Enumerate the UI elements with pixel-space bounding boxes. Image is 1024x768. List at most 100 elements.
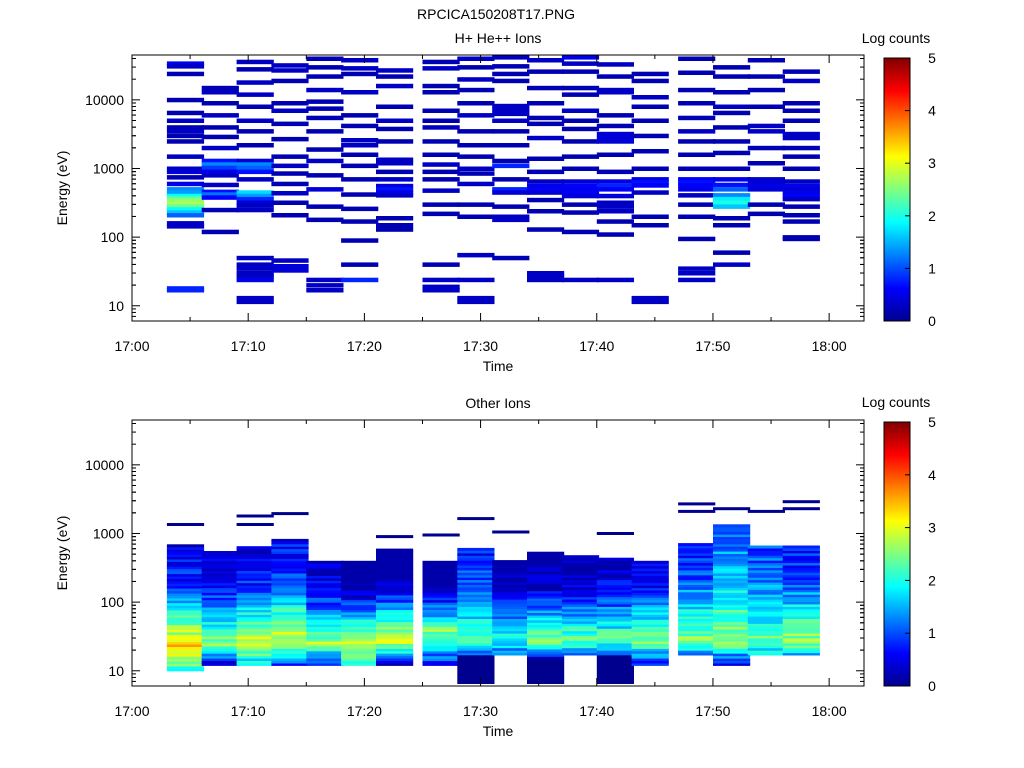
heatmap-cell (678, 628, 716, 632)
heatmap-cell (306, 643, 344, 647)
heatmap-cell (166, 187, 205, 192)
heatmap-cell (236, 274, 274, 279)
heatmap-cell (376, 645, 414, 649)
heatmap-cell (236, 200, 274, 205)
heatmap-cell (376, 650, 414, 654)
heatmap-cell (527, 578, 565, 582)
heatmap-cell (376, 570, 414, 574)
heatmap-cell (236, 271, 274, 276)
heatmap-cell (271, 624, 309, 627)
heatmap-cell (306, 589, 344, 593)
heatmap-cell (747, 202, 785, 207)
heatmap-cell (271, 68, 309, 73)
heatmap-cell (596, 123, 634, 129)
heatmap-cell (631, 166, 669, 171)
heatmap-cell (166, 583, 205, 587)
heatmap-cell (201, 558, 239, 562)
colorbar-tick-label: 4 (928, 103, 936, 119)
heatmap-cell (782, 591, 820, 595)
heatmap-cell (166, 207, 205, 212)
heatmap-cell (678, 545, 716, 549)
heatmap-cell (271, 63, 309, 68)
heatmap-cell (782, 552, 820, 556)
heatmap-cell (492, 177, 530, 182)
heatmap-cell (678, 645, 716, 649)
heatmap-cell (492, 78, 530, 84)
heatmap-cell (596, 193, 634, 199)
heatmap-cell (457, 577, 495, 581)
heatmap-cell (713, 177, 751, 182)
heatmap-cell (306, 587, 344, 591)
heatmap-cell (713, 614, 751, 618)
heatmap-cell (596, 557, 634, 561)
heatmap-cell (561, 565, 600, 568)
heatmap-cell (527, 573, 565, 577)
y-tick-label: 1000 (93, 160, 124, 176)
heatmap-cell (271, 597, 309, 601)
heatmap-cell (422, 560, 460, 564)
heatmap-cell (527, 576, 565, 579)
heatmap-cell (422, 619, 460, 623)
heatmap-cell (713, 507, 751, 511)
heatmap-cell (747, 577, 785, 581)
heatmap-cell (492, 628, 530, 632)
heatmap-cell (422, 628, 460, 632)
heatmap-cell (236, 59, 274, 65)
heatmap-cell (457, 606, 495, 610)
heatmap-cell (678, 637, 716, 641)
heatmap-cell (747, 586, 785, 590)
heatmap-cell (678, 552, 716, 556)
heatmap-cell (422, 662, 460, 666)
heatmap-cell (457, 181, 495, 187)
heatmap-cell (166, 139, 205, 144)
heatmap-cell (341, 648, 379, 652)
heatmap-cell (678, 187, 716, 192)
heatmap-cell (376, 560, 414, 564)
heatmap-cell (271, 594, 309, 598)
heatmap-cell (271, 171, 309, 176)
heatmap-cell (341, 575, 379, 579)
figure-title: RPCICA150208T17.PNG (417, 6, 575, 22)
heatmap-cell (561, 193, 600, 199)
heatmap-cell (271, 582, 309, 586)
heatmap-cell (166, 665, 205, 669)
heatmap-cell (561, 613, 600, 617)
heatmap-cell (236, 599, 274, 603)
heatmap-cell (271, 619, 309, 623)
heatmap-cell (747, 567, 785, 571)
heatmap-cell (341, 138, 379, 143)
heatmap-cell (271, 599, 309, 603)
heatmap-cell (527, 602, 565, 606)
x-tick-label: 17:30 (463, 703, 498, 719)
heatmap-cell (271, 543, 309, 547)
heatmap-cell (492, 163, 530, 169)
heatmap-cell (631, 653, 669, 657)
heatmap-cell (422, 607, 460, 610)
heatmap-cell (201, 113, 239, 118)
heatmap-cell (527, 659, 565, 684)
heatmap-cell (306, 624, 344, 627)
heatmap-cell (166, 668, 205, 672)
heatmap-cell (457, 652, 495, 656)
heatmap-cell (201, 643, 239, 647)
heatmap-cell (713, 636, 751, 640)
heatmap-cell (782, 131, 820, 137)
heatmap-cell (713, 633, 751, 637)
heatmap-cell (341, 219, 379, 224)
y-tick-label: 10000 (85, 457, 124, 473)
heatmap-cell (492, 217, 530, 223)
heatmap-cell (678, 550, 716, 554)
heatmap-cell (678, 202, 716, 207)
heatmap-cell (527, 169, 565, 175)
heatmap-cell (561, 69, 600, 74)
heatmap-cell (422, 641, 460, 644)
heatmap-cell (341, 619, 379, 623)
heatmap-cell (678, 139, 716, 144)
colorbar-tick-label: 3 (928, 155, 936, 171)
heatmap-cell (341, 152, 379, 157)
heatmap-cell (236, 548, 274, 552)
heatmap-cell (527, 593, 565, 596)
heatmap-cell (561, 555, 600, 559)
heatmap-cell (236, 558, 274, 562)
heatmap-cell (271, 108, 309, 113)
